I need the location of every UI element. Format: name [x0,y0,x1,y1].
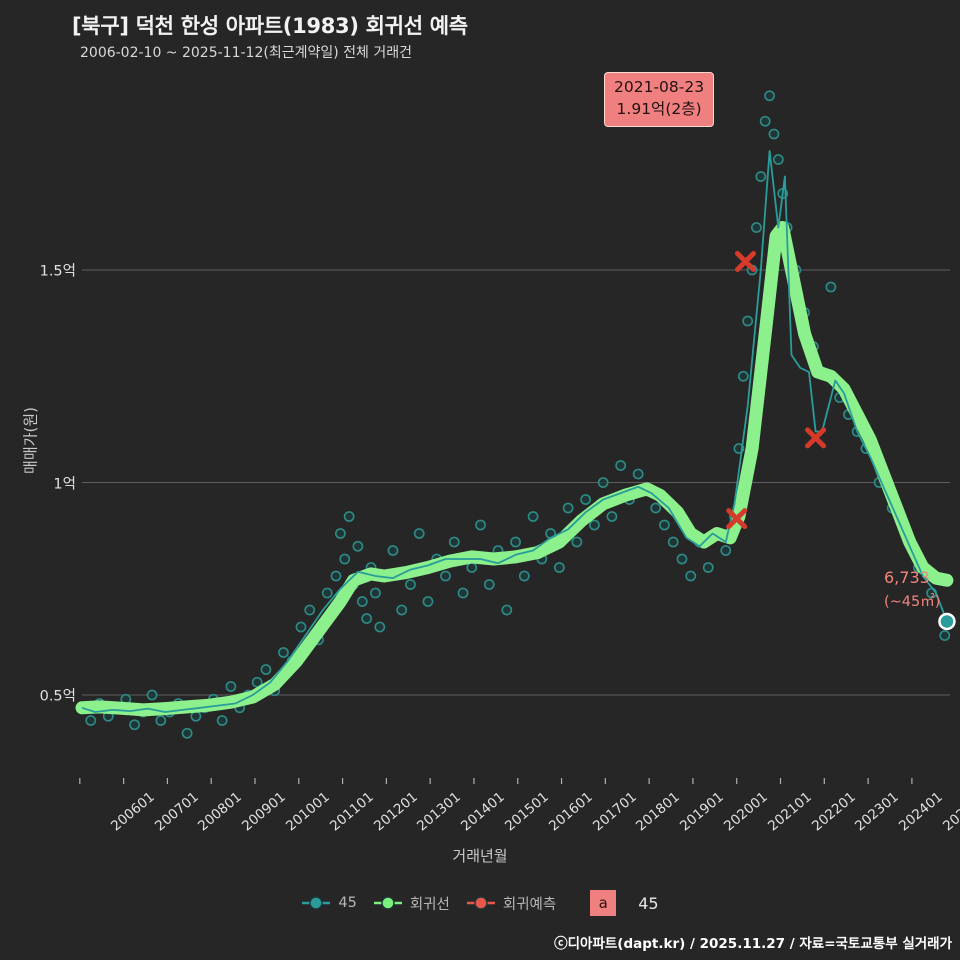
scatter-point [772,154,784,165]
legend-item-0[interactable]: 45 [301,895,357,911]
scatter-point [295,621,307,633]
scatter-point [759,115,771,127]
scatter-point [667,536,679,548]
scatter-point [251,676,263,688]
endpoint-value: 6,733 [884,568,930,587]
scatter-point [321,587,333,599]
page-title: [북구] 덕천 한성 아파트(1983) 회귀선 예측 [72,14,468,38]
legend-marker-icon [373,896,402,910]
chart-legend: 45 회귀선 회귀예측 a 45 [0,890,960,916]
tooltip-date: 2021-08-23 [614,78,705,96]
scatter-point [751,222,762,233]
scatter-point [361,613,373,624]
regression-band [75,221,954,717]
scatter-point [413,528,425,539]
scatter-point [466,562,478,573]
scatter-point [527,511,539,522]
scatter-point [278,647,289,658]
scatter-point [374,621,386,633]
scatter-point [405,579,416,590]
scatter-point [659,519,670,531]
endpoint-label: 6,733 (~45㎡) [884,566,940,613]
scatter-point [370,587,381,599]
scatter-point [825,281,837,293]
scatter-point [742,315,754,327]
prediction-marker [805,427,827,449]
scatter-point [768,128,780,140]
scatter-point [676,553,688,565]
scatter-point [396,604,408,616]
scatter-point [553,562,565,573]
scatter-point [632,468,644,480]
scatter-point [510,536,521,548]
scatter-point [334,528,346,539]
scatter-point [85,715,97,726]
legend-item-2[interactable]: 회귀예측 [466,893,556,914]
scatter-point [356,596,368,607]
y-tick-label: 1억 [53,476,76,492]
scatter-point [580,494,592,505]
scatter-point [440,570,451,582]
prediction-marker [734,251,756,272]
scatter-point [518,570,530,582]
page-subtitle: 2006-02-10 ~ 2025-11-12(최근계약일) 전체 거래건 [80,45,412,61]
endpoint-marker [938,612,956,631]
endpoint-area: (~45㎡) [884,593,941,610]
tooltip-price: 1.91억(2층) [616,100,702,119]
scatter-point [225,681,237,692]
scatter-point [260,664,272,675]
scatter-point [475,519,486,531]
x-axis-title: 거래년월 [452,847,508,865]
footer-credit: ⓒ디아파트(dapt.kr) / 2025.11.27 / 자료=국토교통부 실… [554,936,952,952]
legend-badge-label: 45 [638,893,659,913]
scatter-point [190,710,202,722]
scatter-point [764,90,775,102]
scatter-point [343,511,355,522]
y-tick-label: 0.5억 [39,688,76,705]
scatter-point [483,579,495,590]
scatter-point [155,715,167,726]
prediction-marker [726,508,748,530]
legend-label: 회귀선 [409,896,450,913]
scatter-point [181,727,193,739]
scatter-point [597,477,609,488]
legend-label: 45 [338,895,357,911]
scatter-point [339,553,351,565]
legend-item-1[interactable]: 회귀선 [373,893,450,914]
scatter-point [448,536,460,548]
scatter-point [457,587,469,599]
legend-badge-a[interactable]: a [590,890,617,916]
scatter-point [129,719,140,731]
legend-marker-icon [302,896,331,910]
scatter-point [615,460,627,471]
scatter-point [304,604,316,616]
scatter-point [685,570,697,582]
legend-label: 회귀예측 [502,896,557,913]
highlight-tooltip: 2021-08-23 1.91억(2층) [604,72,715,127]
scatter-point [422,596,434,607]
scatter-point [352,540,364,552]
scatter-point [606,511,618,522]
scatter-point [330,570,342,582]
scatter-point [387,545,399,556]
y-tick-label: 1.5억 [39,263,76,280]
scatter-point [571,536,583,548]
scatter-point [216,715,228,726]
scatter-point [737,370,749,382]
scatter-point [650,502,662,514]
scatter-point [939,630,951,641]
scatter-point [588,519,600,531]
y-axis-title: 매매가(원) [21,407,40,474]
legend-marker-icon [466,896,495,910]
scatter-point [501,604,513,616]
scatter-point [146,689,158,701]
scatter-point [702,562,714,573]
scatter-point [755,171,767,182]
scatter-point [720,545,732,556]
scatter-series [78,90,951,739]
actual-line [81,150,948,713]
scatter-point [562,502,574,514]
